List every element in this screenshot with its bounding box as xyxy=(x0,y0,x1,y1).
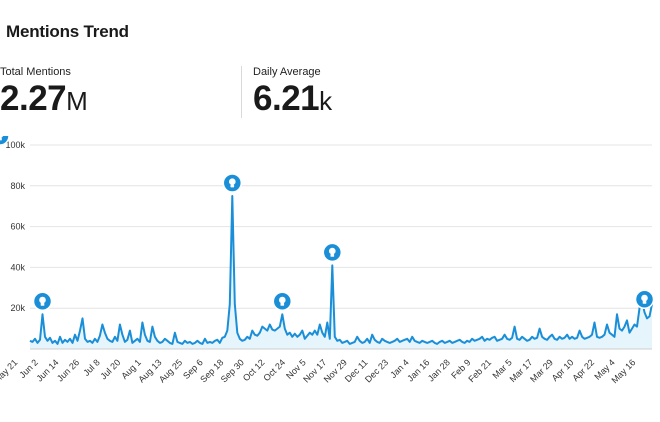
x-tick-label: Oct 12 xyxy=(241,357,267,383)
x-tick-label: Jun 26 xyxy=(55,357,81,383)
lightbulb-base xyxy=(330,254,335,257)
lightbulb-base xyxy=(230,184,235,188)
x-tick-label: Apr 10 xyxy=(550,357,576,383)
series-area xyxy=(30,196,652,349)
x-tick-label: May 21 xyxy=(0,357,19,385)
metric-label: Daily Average xyxy=(253,66,321,78)
metric-divider xyxy=(241,66,242,118)
x-tick-label: Jan 16 xyxy=(405,357,431,383)
lightbulb-base xyxy=(40,302,45,306)
annotation-marker[interactable] xyxy=(322,242,343,263)
lightbulb-icon xyxy=(229,178,236,185)
lightbulb-icon xyxy=(641,294,648,302)
metric-label: Total Mentions xyxy=(0,66,71,78)
annotation-marker[interactable] xyxy=(32,291,53,312)
y-axis-ticks: 20k 40k 60k 80k 100k xyxy=(5,140,25,313)
x-tick-label: Oct 24 xyxy=(261,357,287,383)
x-tick-label: Jul 20 xyxy=(98,357,122,381)
annotation-markers xyxy=(0,136,655,312)
x-tick-label: Jan 28 xyxy=(426,357,452,383)
lightbulb-icon xyxy=(279,296,286,304)
marker-circle xyxy=(0,136,10,146)
y-tick-label: 100k xyxy=(5,140,25,150)
y-tick-label: 60k xyxy=(10,222,25,232)
annotation-marker[interactable] xyxy=(0,136,10,146)
x-tick-label: Aug 25 xyxy=(157,357,184,384)
annotation-marker[interactable] xyxy=(272,291,293,312)
lightbulb-base xyxy=(642,300,647,304)
lightbulb-base xyxy=(0,137,2,141)
lightbulb-icon xyxy=(329,247,336,255)
metric-total-mentions: Total Mentions 2.27M xyxy=(0,66,88,120)
y-tick-label: 20k xyxy=(10,303,25,313)
lightbulb-base xyxy=(280,302,285,306)
metric-value: 2.27M xyxy=(0,79,88,120)
metric-number: 6.21 xyxy=(253,79,320,118)
y-tick-label: 80k xyxy=(10,181,25,191)
annotation-marker[interactable] xyxy=(634,289,655,310)
lightbulb-icon xyxy=(39,296,46,304)
page-title: Mentions Trend xyxy=(6,22,129,41)
metric-unit: M xyxy=(66,86,88,116)
lightbulb-icon xyxy=(0,136,4,138)
annotation-marker[interactable] xyxy=(222,173,243,193)
metric-value: 6.21k xyxy=(253,80,332,120)
x-tick-label: Dec 23 xyxy=(363,357,390,384)
x-tick-label: Jun 14 xyxy=(34,357,60,383)
y-tick-label: 40k xyxy=(10,262,25,272)
x-tick-label: Feb 21 xyxy=(466,357,493,384)
chart-gridlines xyxy=(30,144,652,309)
x-tick-label: Apr 22 xyxy=(570,357,596,383)
metric-daily-average: Daily Average 6.21k xyxy=(253,66,332,120)
metric-number: 2.27 xyxy=(0,79,67,118)
series-line xyxy=(29,195,653,345)
x-tick-label: Mar 29 xyxy=(528,357,555,384)
x-tick-label: Sep 30 xyxy=(219,357,246,384)
metric-unit: k xyxy=(319,86,332,116)
